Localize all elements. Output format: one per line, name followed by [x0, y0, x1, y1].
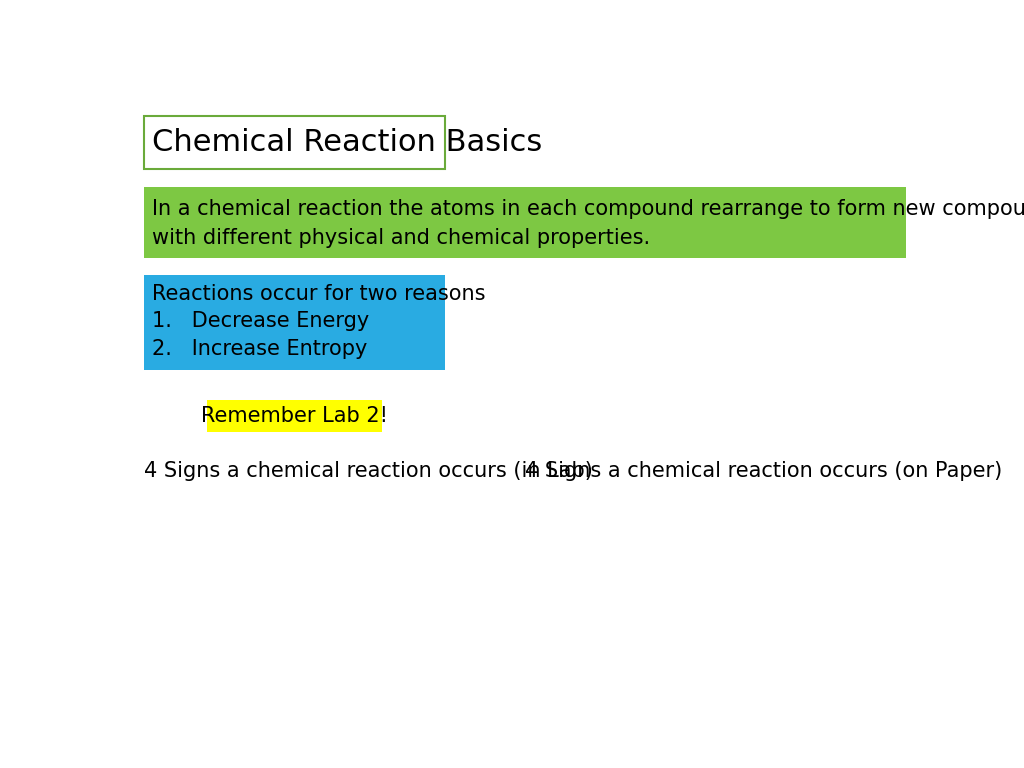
Text: 4 Signs a chemical reaction occurs (on Paper): 4 Signs a chemical reaction occurs (on P…: [524, 461, 1002, 481]
Text: Chemical Reaction Basics: Chemical Reaction Basics: [152, 128, 542, 157]
Text: 4 Signs a chemical reaction occurs (in Lab): 4 Signs a chemical reaction occurs (in L…: [143, 461, 593, 481]
Text: Remember Lab 2!: Remember Lab 2!: [201, 406, 388, 426]
FancyBboxPatch shape: [143, 116, 445, 169]
FancyBboxPatch shape: [143, 276, 445, 370]
Text: In a chemical reaction the atoms in each compound rearrange to form new compound: In a chemical reaction the atoms in each…: [152, 200, 1024, 220]
FancyBboxPatch shape: [143, 187, 905, 258]
FancyBboxPatch shape: [207, 399, 382, 432]
Text: 2.   Increase Entropy: 2. Increase Entropy: [152, 339, 368, 359]
Text: Reactions occur for two reasons: Reactions occur for two reasons: [152, 284, 485, 304]
Text: with different physical and chemical properties.: with different physical and chemical pro…: [152, 228, 650, 248]
Text: 1.   Decrease Energy: 1. Decrease Energy: [152, 311, 369, 331]
